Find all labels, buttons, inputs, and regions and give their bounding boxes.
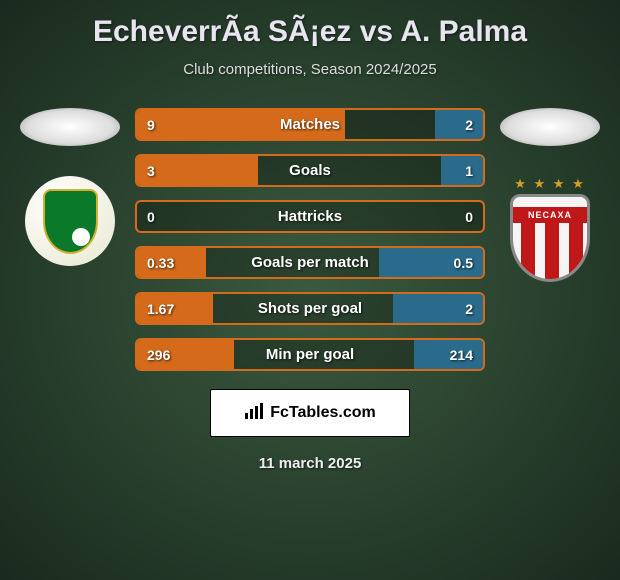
stat-label: Min per goal: [137, 346, 483, 363]
stat-row: 9Matches2: [135, 108, 485, 141]
stat-label: Goals per match: [137, 254, 483, 271]
stat-label: Shots per goal: [137, 300, 483, 317]
stat-row: 3Goals1: [135, 154, 485, 187]
leon-shield-icon: [43, 189, 98, 254]
star-icon: ★ ★ ★ ★: [500, 176, 600, 192]
stat-value-right: 0.5: [454, 255, 473, 271]
stats-table: 9Matches2 3Goals1 0Hattricks0 0.33Goals per…: [135, 108, 485, 371]
source-logo-text: FcTables.com: [270, 404, 376, 422]
leon-badge: [25, 176, 115, 266]
stat-value-right: 1: [465, 163, 473, 179]
content-row: 9Matches2 3Goals1 0Hattricks0 0.33Goals per…: [0, 108, 620, 371]
stat-label: Goals: [137, 162, 483, 179]
stat-value-right: 2: [465, 301, 473, 317]
stat-label: Matches: [137, 116, 483, 133]
stat-value-right: 214: [450, 347, 473, 363]
page-title: EcheverrÃ­a SÃ¡ez vs A. Palma: [93, 15, 527, 49]
chart-icon: [244, 403, 264, 424]
stat-value-right: 0: [465, 209, 473, 225]
source-logo[interactable]: FcTables.com: [210, 389, 410, 437]
comparison-card: EcheverrÃ­a SÃ¡ez vs A. Palma Club compe…: [0, 0, 620, 482]
right-player-avatar: [500, 108, 600, 146]
necaxa-shield-icon: NECAXA: [510, 194, 590, 282]
left-player-column: [20, 108, 120, 266]
date-label: 11 march 2025: [259, 455, 362, 472]
subtitle: Club competitions, Season 2024/2025: [183, 61, 437, 78]
stat-row: 0.33Goals per match0.5: [135, 246, 485, 279]
stat-row: 1.67Shots per goal2: [135, 292, 485, 325]
necaxa-band-label: NECAXA: [513, 207, 587, 223]
stat-row: 0Hattricks0: [135, 200, 485, 233]
left-player-avatar: [20, 108, 120, 146]
stat-value-right: 2: [465, 117, 473, 133]
stat-row: 296Min per goal214: [135, 338, 485, 371]
stat-label: Hattricks: [137, 208, 483, 225]
right-player-column: ★ ★ ★ ★ NECAXA: [500, 108, 600, 286]
necaxa-badge: ★ ★ ★ ★ NECAXA: [500, 176, 600, 286]
